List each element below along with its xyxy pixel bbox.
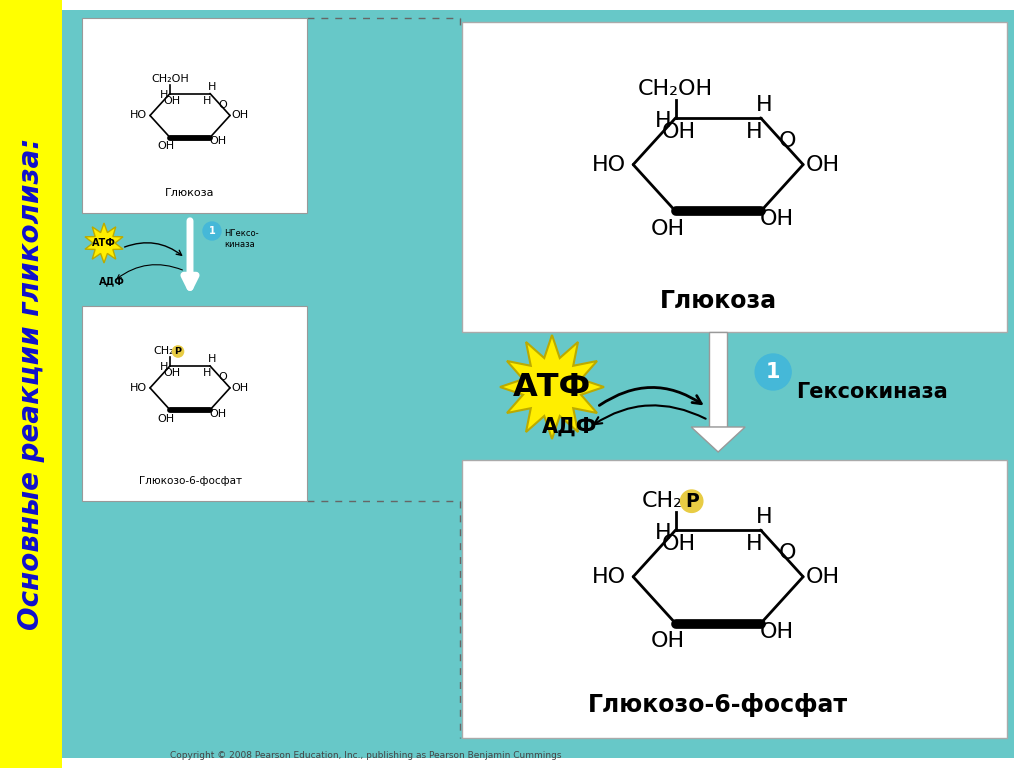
Text: HO: HO <box>129 383 146 393</box>
Text: P: P <box>685 492 698 511</box>
Text: CH₂O: CH₂O <box>153 346 182 356</box>
Bar <box>82 306 307 501</box>
Text: Глюкозо-6-фосфат: Глюкозо-6-фосфат <box>138 476 242 486</box>
Text: OH: OH <box>805 154 840 174</box>
Text: 1: 1 <box>209 226 215 236</box>
Bar <box>82 18 307 213</box>
Text: АТФ: АТФ <box>513 372 591 402</box>
Text: O: O <box>218 372 227 382</box>
Text: O: O <box>779 131 797 151</box>
Text: OH: OH <box>760 210 794 230</box>
Text: АДФ: АДФ <box>542 417 597 437</box>
Text: H: H <box>745 122 763 142</box>
Polygon shape <box>691 427 745 452</box>
Text: OH: OH <box>210 409 226 419</box>
Text: HO: HO <box>592 154 627 174</box>
Bar <box>462 460 1007 738</box>
Text: НГексо-
киназа: НГексо- киназа <box>224 230 259 249</box>
FancyArrowPatch shape <box>125 243 181 255</box>
Text: CH₂OH: CH₂OH <box>638 79 713 99</box>
Text: OH: OH <box>158 141 174 151</box>
Circle shape <box>203 222 221 240</box>
Text: CH₂OH: CH₂OH <box>152 74 188 84</box>
Text: HO: HO <box>129 111 146 121</box>
Text: CH₂O: CH₂O <box>642 492 700 511</box>
Text: OH: OH <box>650 219 685 239</box>
Text: OH: OH <box>760 621 794 641</box>
Text: Основные реакции гликолиза:: Основные реакции гликолиза: <box>17 137 45 631</box>
Text: H: H <box>756 507 772 527</box>
Text: OH: OH <box>163 368 180 378</box>
FancyArrowPatch shape <box>594 406 706 424</box>
Text: OH: OH <box>210 137 226 147</box>
Text: OH: OH <box>650 631 685 651</box>
FancyArrowPatch shape <box>599 387 701 406</box>
Text: H: H <box>756 95 772 115</box>
Text: OH: OH <box>158 414 174 424</box>
Text: OH: OH <box>805 567 840 587</box>
Text: OH: OH <box>231 111 248 121</box>
Text: Гексокиназа: Гексокиназа <box>796 382 948 402</box>
Text: O: O <box>218 100 227 110</box>
FancyArrowPatch shape <box>117 265 182 279</box>
Bar <box>0 0 62 768</box>
Circle shape <box>755 354 792 390</box>
Text: OH: OH <box>231 383 248 393</box>
Text: АДФ: АДФ <box>99 276 125 286</box>
Text: O: O <box>779 544 797 564</box>
Text: H: H <box>160 362 168 372</box>
Text: H: H <box>203 368 211 378</box>
Text: Глюкозо-6-фосфат: Глюкозо-6-фосфат <box>588 693 848 717</box>
Text: Глюкоза: Глюкоза <box>165 188 215 198</box>
Text: H: H <box>208 355 216 365</box>
Text: H: H <box>654 111 671 131</box>
Text: H: H <box>160 90 168 100</box>
Text: H: H <box>654 523 671 543</box>
Text: HO: HO <box>592 567 627 587</box>
Circle shape <box>172 346 183 357</box>
Text: H: H <box>208 82 216 92</box>
Text: 1: 1 <box>766 362 780 382</box>
Text: OH: OH <box>163 96 180 106</box>
Polygon shape <box>500 335 604 439</box>
Text: OH: OH <box>662 535 696 554</box>
Text: P: P <box>174 347 181 356</box>
Text: OH: OH <box>662 122 696 142</box>
Text: АТФ: АТФ <box>92 238 116 248</box>
Circle shape <box>681 490 702 512</box>
Text: Copyright © 2008 Pearson Education, Inc., publishing as Pearson Benjamin Cumming: Copyright © 2008 Pearson Education, Inc.… <box>170 750 561 760</box>
Text: Глюкоза: Глюкоза <box>659 289 777 313</box>
Polygon shape <box>85 223 123 263</box>
Text: H: H <box>203 96 211 106</box>
Bar <box>462 22 1007 332</box>
Text: H: H <box>745 535 763 554</box>
Bar <box>710 332 727 427</box>
